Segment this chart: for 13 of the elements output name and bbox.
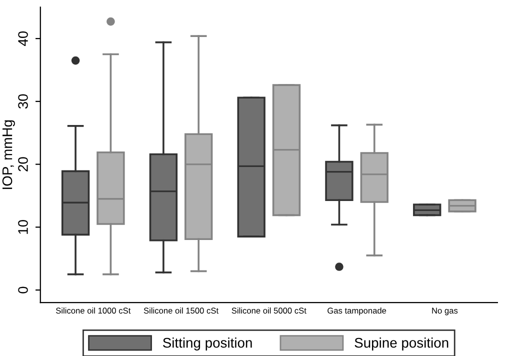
x-tick-label: Silicone oil 5000 cSt xyxy=(232,307,306,314)
y-axis-title: IOP, mmHg xyxy=(2,120,15,189)
y-tick-label: 30 xyxy=(18,94,28,109)
y-tick-label: 10 xyxy=(18,220,28,234)
y-tick-label: 0 xyxy=(18,286,28,294)
x-tick-label: Silicone oil 1500 cSt xyxy=(144,307,218,314)
y-tick-label: 40 xyxy=(18,31,28,46)
legend-label: Supine position xyxy=(354,338,448,350)
y-tick-label: 20 xyxy=(18,157,28,172)
x-tick-label: Gas tamponade xyxy=(328,307,386,316)
legend-label: Sitting position xyxy=(163,338,252,350)
x-tick-label: Silicone oil 1000 cSt xyxy=(56,307,131,314)
x-tick-label: No gas xyxy=(432,308,458,316)
